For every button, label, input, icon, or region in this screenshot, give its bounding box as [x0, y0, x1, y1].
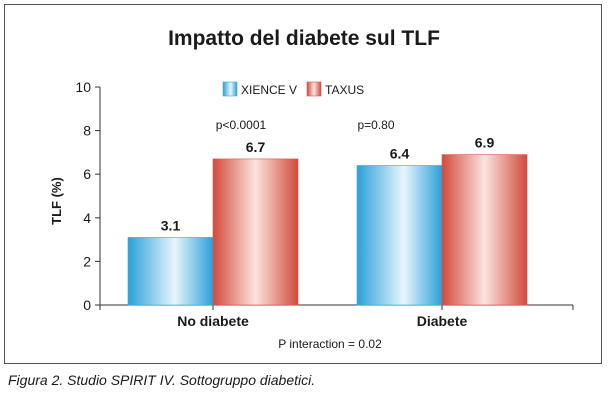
bars [127, 154, 528, 306]
y-tick-label: 6 [83, 166, 91, 182]
y-tick-label: 2 [83, 253, 91, 269]
p-interaction: P interaction = 0.02 [278, 337, 382, 351]
legend-taxus-swatch [306, 81, 322, 97]
data-label: 6.7 [246, 139, 266, 155]
legend-xience-v-label: XIENCE V [241, 83, 297, 97]
x-tick-label: No diabete [177, 313, 249, 329]
bar-xience-v-diabete [356, 165, 443, 306]
y-tick-label: 4 [83, 210, 91, 226]
legend: XIENCE V TAXUS [222, 81, 364, 97]
y-tick-label: 8 [83, 123, 91, 139]
y-tick-label: 0 [83, 297, 91, 313]
y-axis-label: TLF (%) [49, 177, 64, 225]
chart-title: Impatto del diabete sul TLF [168, 27, 440, 50]
bar-chart: Impatto del diabete sul TLF TLF (%) XIEN… [49, 27, 574, 351]
legend-taxus-label: TAXUS [325, 83, 364, 97]
figure-caption: Figura 2. Studio SPIRIT IV. Sottogruppo … [8, 372, 316, 388]
labels: 3.1 6.7 6.4 6.9 p<0.0001 p=0.80 P interaction … [161, 118, 495, 351]
p-value-diabete: p=0.80 [357, 118, 394, 132]
data-label: 6.4 [390, 145, 410, 161]
data-label: 3.1 [161, 217, 181, 233]
figure-frame: Impatto del diabete sul TLF TLF (%) XIEN… [4, 4, 602, 364]
bar-xience-v-no-diabete [127, 237, 214, 306]
axes: 0 2 4 6 8 10 No diabete Diabete [75, 79, 574, 329]
bar-taxus-diabete [441, 154, 528, 306]
bar-taxus-no-diabete [212, 158, 299, 306]
data-label: 6.9 [475, 135, 495, 151]
y-tick-label: 10 [75, 79, 91, 95]
x-tick-label: Diabete [417, 313, 468, 329]
legend-xience-v-swatch [222, 81, 238, 97]
p-value-no-diabete: p<0.0001 [216, 118, 267, 132]
